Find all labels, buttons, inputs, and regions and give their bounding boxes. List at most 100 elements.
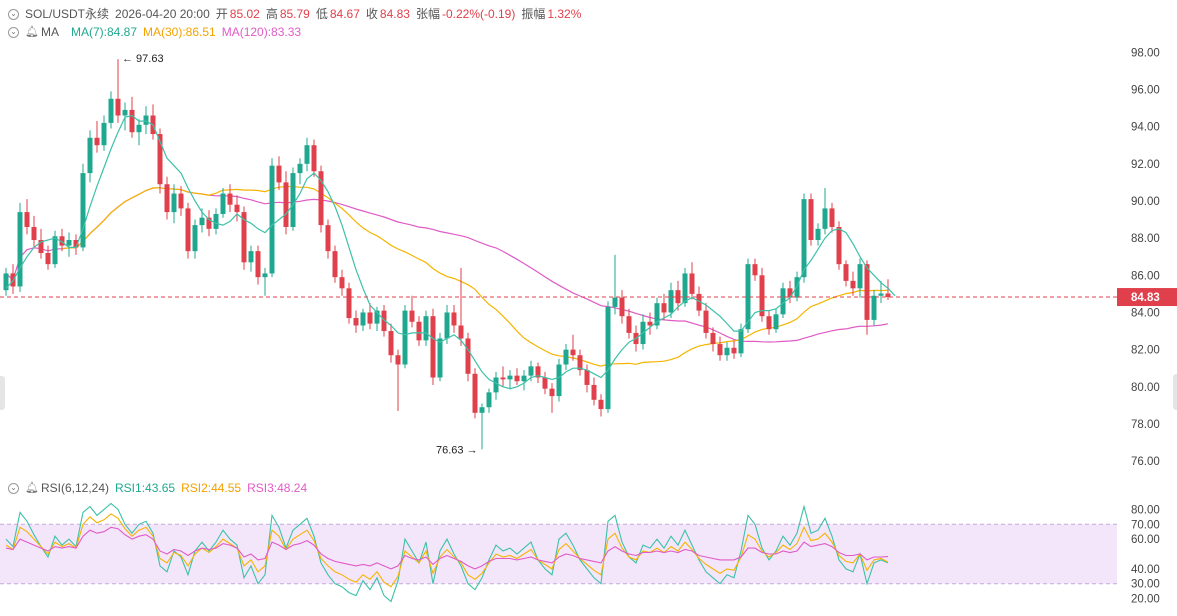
candle-body — [171, 193, 177, 213]
candle-body — [780, 288, 786, 315]
candle-body — [94, 137, 100, 146]
rsi1-value: RSI1:43.65 — [115, 481, 176, 495]
price-tick-label: 78.00 — [1131, 419, 1160, 431]
price-tick-label: 76.00 — [1131, 456, 1160, 468]
candle-body — [696, 293, 702, 311]
candle-body — [31, 226, 37, 240]
price-tick-label: 88.00 — [1131, 233, 1160, 245]
rsi-collapse-chevron-icon[interactable]: ⌄ — [8, 482, 19, 494]
rsi-tick-label: 60.00 — [1131, 534, 1160, 546]
candle-body — [829, 208, 835, 227]
candle-body — [325, 225, 331, 252]
candle-body — [416, 321, 422, 341]
candle-body — [17, 212, 23, 287]
candle-body — [199, 217, 205, 226]
ma-collapse-chevron-icon[interactable]: ⌄ — [8, 26, 19, 38]
rsi-alert-bell-icon[interactable]: 🔔︎ — [25, 482, 39, 494]
last-price-box — [1117, 288, 1177, 307]
candle-body — [395, 355, 401, 365]
candle-body — [759, 275, 765, 317]
amplitude-label: 振幅 — [521, 7, 546, 21]
price-tick-label: 84.00 — [1131, 307, 1160, 319]
high-label: 高 — [265, 7, 278, 21]
candle-body — [857, 264, 863, 289]
candle-body — [507, 375, 513, 380]
candle-body — [255, 251, 261, 278]
ma30-line — [61, 185, 889, 367]
candle-body — [605, 306, 611, 410]
ma-legend: ⌄ 🔔︎ MA MA(7):84.87 MA(30):86.51 MA(120)… — [8, 24, 301, 40]
candle-body — [297, 163, 303, 174]
candle-body — [262, 273, 268, 278]
price-tick-label: 92.00 — [1131, 159, 1160, 171]
candle-body — [423, 316, 429, 341]
rsi-axis: 80.00 70.00 60.00 40.00 30.00 20.00 — [1131, 504, 1160, 605]
candle-body — [227, 193, 233, 205]
candle-body — [472, 373, 478, 413]
candle-body — [787, 288, 793, 298]
candle-body — [871, 295, 877, 320]
open-label: 开 — [215, 7, 228, 21]
price-tick-label: 80.00 — [1131, 382, 1160, 394]
candle-body — [283, 182, 289, 227]
candle-body — [178, 193, 184, 209]
candle-body — [493, 377, 499, 393]
candle-body — [185, 208, 191, 252]
symbol-label: SOL/USDT永续 — [25, 7, 110, 21]
candle-body — [773, 314, 779, 330]
ma7-path — [5, 114, 896, 390]
candle-body — [591, 384, 597, 400]
open-value: 85.02 — [229, 7, 260, 21]
candle-body — [206, 217, 212, 229]
candle-body — [248, 251, 254, 263]
candle-body — [619, 297, 625, 317]
change-label: 张幅 — [415, 7, 440, 21]
candle-body — [290, 173, 296, 227]
candle-body — [682, 273, 688, 304]
candle-body — [164, 184, 170, 213]
candle-body — [647, 321, 653, 326]
candle-body — [542, 377, 548, 389]
left-scroll-handle[interactable] — [0, 376, 5, 410]
candle-body — [66, 239, 72, 246]
candle-body — [367, 312, 373, 324]
candle-body — [815, 228, 821, 240]
candle-body — [668, 290, 674, 313]
candle-body — [738, 329, 744, 354]
candle-body — [486, 392, 492, 408]
candle-body — [430, 316, 436, 378]
candle-body — [192, 225, 198, 252]
low-label: 低 — [315, 7, 328, 21]
rsi-lines — [5, 502, 889, 603]
candle-body — [157, 134, 163, 185]
change-value: -0.22%(-0.19) — [441, 7, 516, 21]
candle-body — [3, 273, 9, 291]
candle-body — [269, 165, 275, 274]
rsi3-value: RSI3:48.24 — [247, 481, 308, 495]
candle-body — [731, 347, 737, 354]
candle-body — [52, 236, 58, 265]
candle-body — [108, 98, 114, 123]
candle-body — [626, 316, 632, 333]
price-tick-label: 86.00 — [1131, 270, 1160, 282]
right-scroll-handle[interactable] — [1173, 374, 1177, 410]
candle-body — [332, 251, 338, 278]
collapse-chevron-icon[interactable]: ⌄ — [8, 8, 19, 20]
candle-body — [241, 212, 247, 263]
ma-alert-bell-icon[interactable]: 🔔︎ — [25, 26, 39, 38]
candle-body — [143, 115, 149, 125]
candles — [3, 59, 891, 450]
candle-body — [577, 355, 583, 371]
candle-body — [318, 171, 324, 226]
candle-body — [521, 375, 527, 382]
candle-body — [703, 310, 709, 333]
price-tick-label: 90.00 — [1131, 196, 1160, 208]
candle-body — [752, 264, 758, 276]
candle-body — [381, 310, 387, 332]
last-price-label: 84.83 — [1131, 292, 1160, 304]
candle-body — [444, 312, 450, 339]
candle-body — [885, 293, 891, 298]
candle-body — [584, 370, 590, 385]
candle-body — [213, 213, 219, 229]
